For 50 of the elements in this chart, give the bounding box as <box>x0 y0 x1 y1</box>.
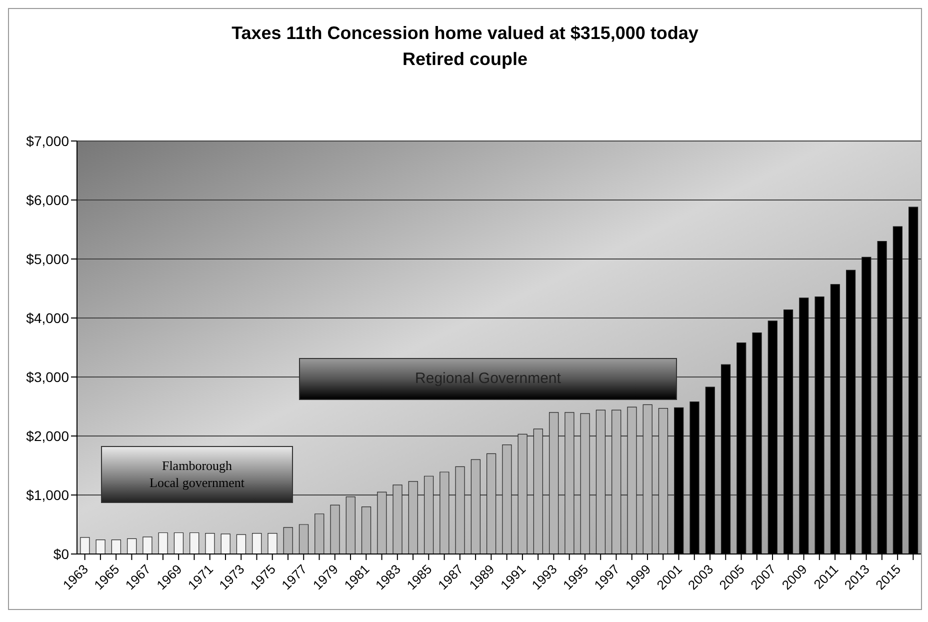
bar <box>268 533 278 554</box>
bar <box>658 408 668 554</box>
bar <box>502 444 512 554</box>
y-tick-label: $1,000 <box>26 486 70 503</box>
bar <box>220 534 230 554</box>
bar <box>127 538 137 554</box>
bar <box>408 481 418 554</box>
bar <box>564 412 574 554</box>
bar <box>298 524 309 554</box>
y-tick-label: $5,000 <box>26 250 70 267</box>
text-box: Flamborough Local government <box>101 446 293 503</box>
bar <box>424 476 434 554</box>
bar <box>190 532 200 554</box>
bar <box>627 406 637 554</box>
bar <box>80 537 90 554</box>
text-box: Regional Government <box>299 358 677 400</box>
bar <box>612 410 622 554</box>
chart-title: Taxes 11th Concession home valued at $315,000 today <box>230 23 700 44</box>
bar <box>330 504 340 554</box>
bar <box>470 459 480 554</box>
bar <box>111 540 121 554</box>
y-tick-label: $6,000 <box>26 192 70 208</box>
y-tick-label: $2,000 <box>26 428 70 444</box>
y-tick-label: $7,000 <box>26 132 70 149</box>
bar <box>377 492 387 554</box>
bar <box>361 506 372 554</box>
bar <box>440 472 450 554</box>
bar <box>174 532 184 554</box>
bar <box>158 532 168 554</box>
bar <box>486 453 496 554</box>
bar <box>596 410 606 554</box>
bar <box>252 533 262 554</box>
bar <box>642 404 652 554</box>
chart-subtitle: Retired couple <box>401 49 529 70</box>
bar <box>346 496 356 554</box>
bar <box>142 536 152 554</box>
bar <box>314 514 324 554</box>
y-tick-label: $4,000 <box>26 310 70 326</box>
bar <box>549 412 559 554</box>
bar <box>205 533 215 554</box>
y-tick-label: $0 <box>53 546 70 562</box>
bar <box>96 540 106 554</box>
bar <box>283 527 293 554</box>
bar <box>518 434 528 554</box>
bar <box>236 534 246 554</box>
bar <box>455 466 465 554</box>
bar <box>533 428 543 554</box>
bar <box>392 484 402 554</box>
bar <box>580 413 590 554</box>
y-tick-label: $3,000 <box>26 368 70 385</box>
